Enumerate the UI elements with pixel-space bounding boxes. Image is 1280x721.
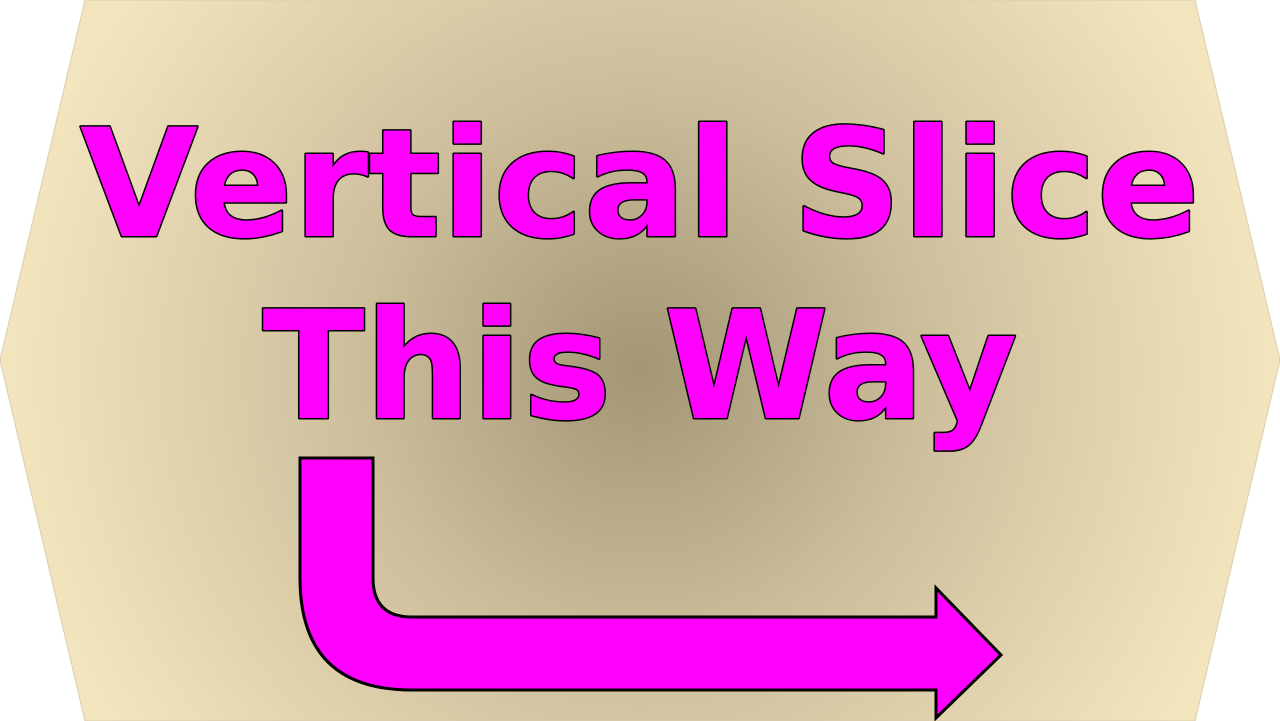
bent-arrow-down-right-icon bbox=[298, 456, 1004, 721]
headline-line-1: Vertical Slice bbox=[80, 98, 1200, 272]
headline-line-2: This Way bbox=[263, 280, 1018, 454]
